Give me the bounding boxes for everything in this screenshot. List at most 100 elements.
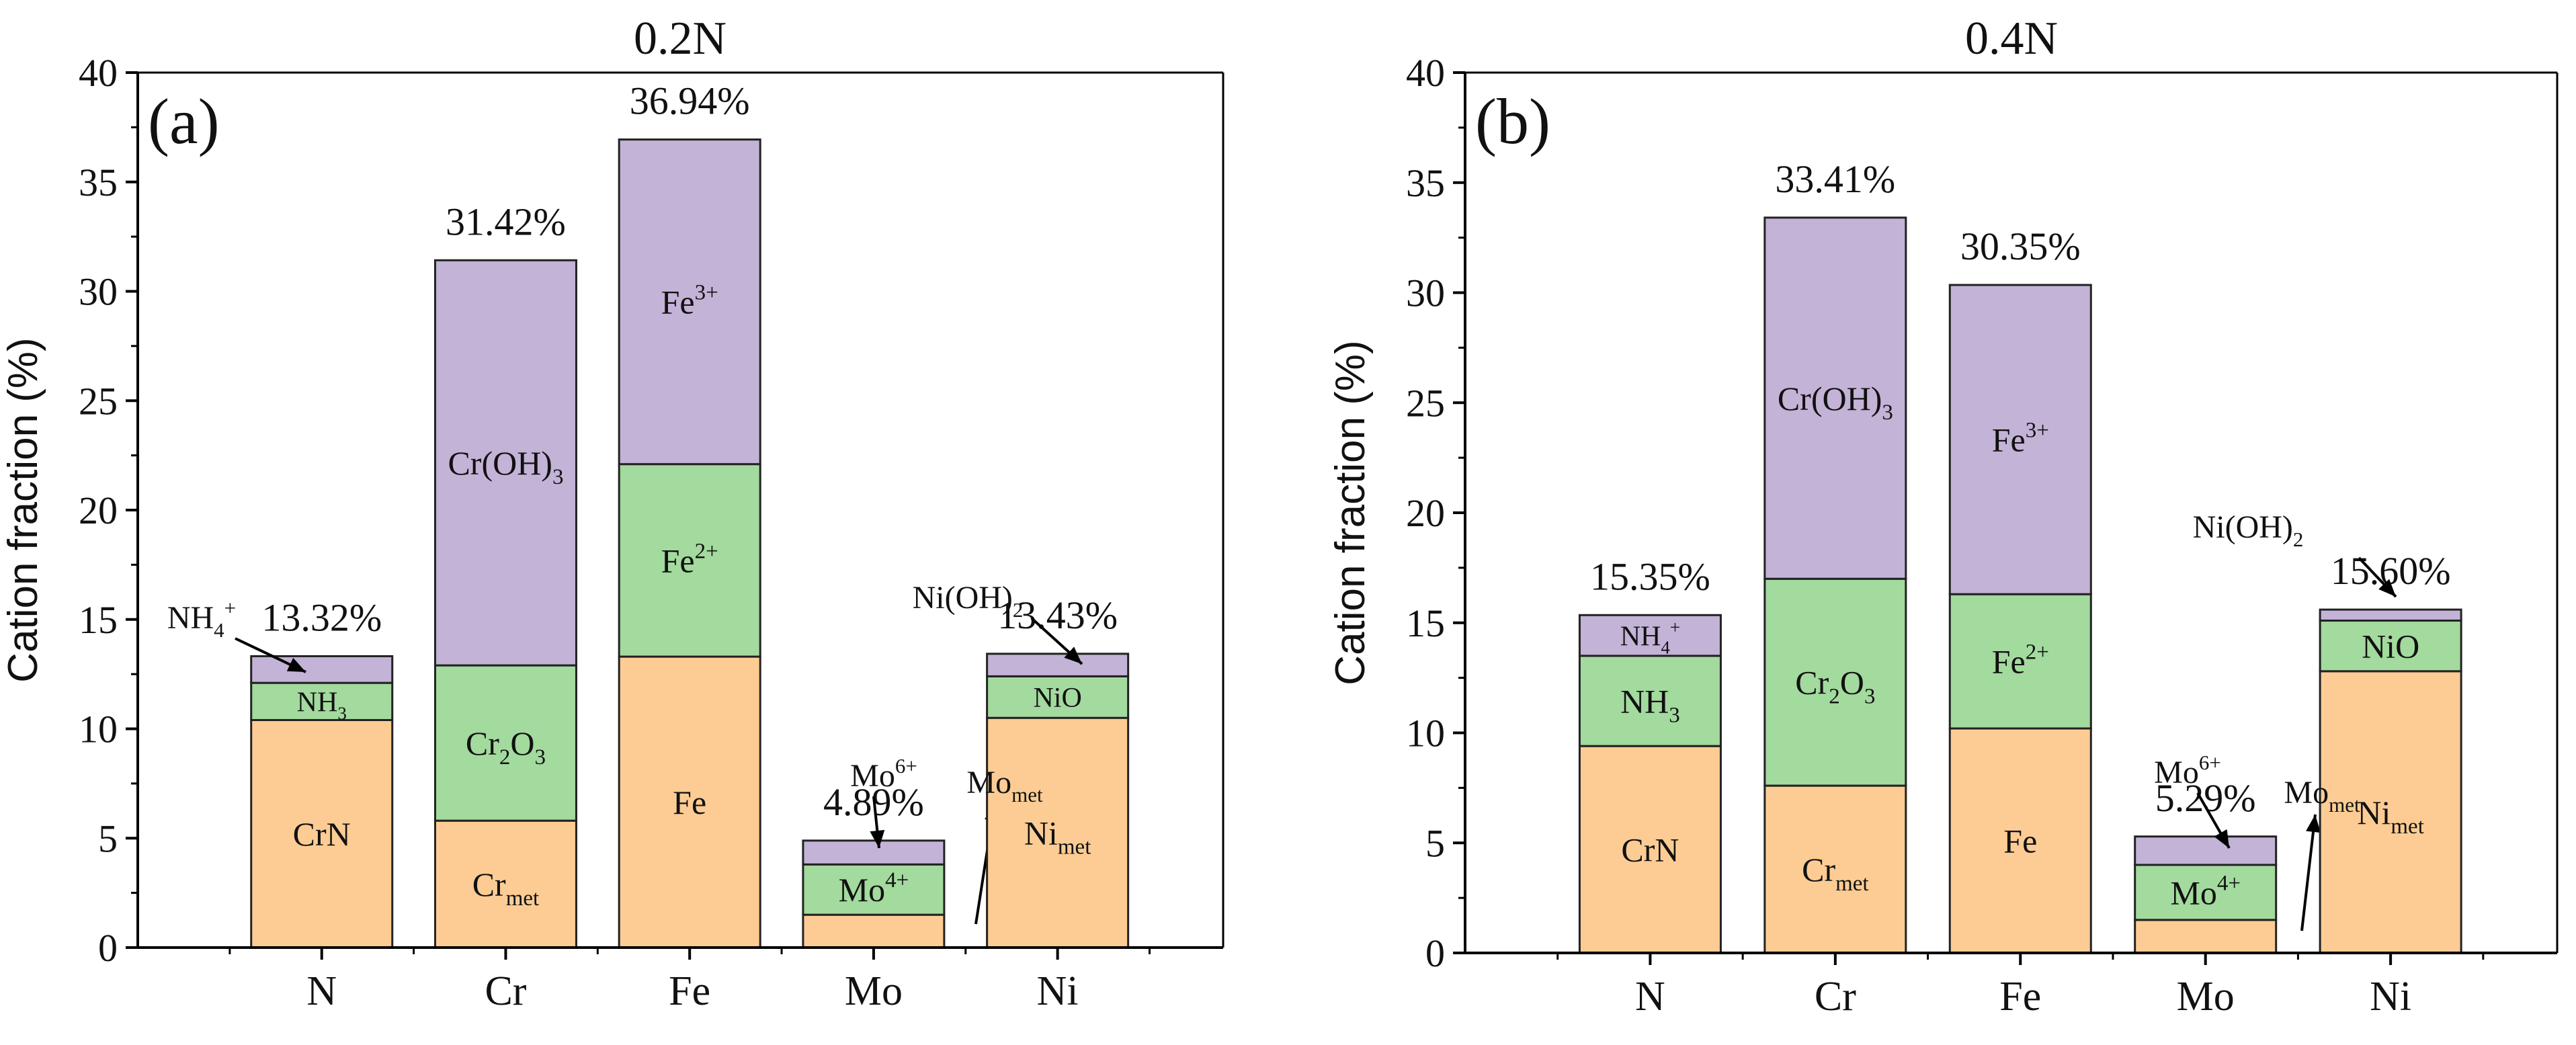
segment-label-fe-2-base: Fe [661, 284, 695, 321]
segment-label-n-0-base: CrN [293, 815, 351, 853]
segment-label-n-0-base: CrN [1621, 831, 1679, 869]
segment-label-fe-1-base: Fe [661, 542, 695, 579]
y-tick-label-4: 20 [79, 489, 118, 532]
y-tick-label-7: 35 [79, 161, 118, 204]
bar-segment-fe-0 [1948, 727, 2092, 954]
callout-arrow-mo-0-head [2214, 829, 2229, 848]
callout-label-mo-1-base: Mo [966, 765, 1011, 800]
segment-label-cr-1-sub2: 3 [535, 745, 546, 769]
y-tick-label-2: 10 [79, 708, 118, 751]
x-tick-label-fe: Fe [669, 968, 710, 1014]
callout-arrow-ni-0 [2358, 556, 2397, 598]
bar-mo [802, 839, 946, 949]
segment-label-ni-0: Nimet [1024, 814, 1091, 860]
segment-label-cr-1-sub: 2 [1829, 685, 1840, 709]
y-tick-label-6: 30 [79, 270, 118, 314]
segment-label-cr-0-sub: met [1835, 872, 1868, 896]
segment-label-cr-2-sub: 3 [552, 465, 564, 489]
bar-segment-mo-0 [2134, 919, 2278, 954]
bar-segment-cr-2 [1763, 216, 1907, 580]
y-tick-label-8: 40 [79, 51, 118, 95]
x-tick-label-mo: Mo [2177, 974, 2235, 1019]
bar-segment-n-2 [1578, 614, 1722, 657]
segment-label-ni-0-base: Ni [2357, 794, 2391, 831]
bar-segment-mo-1 [802, 863, 946, 916]
callout-label-mo-1-sub: met [2329, 793, 2360, 817]
panel-label: (b) [1475, 85, 1550, 157]
segment-label-cr-1: Cr2O3 [1795, 664, 1875, 709]
segment-label-fe-1-sup: 2+ [2026, 640, 2049, 665]
callout-label-mo-1: Momet [2284, 775, 2360, 817]
callout-label-mo-0-sup: 6+ [2199, 751, 2221, 774]
x-tick-label-fe: Fe [1999, 974, 2041, 1019]
callout-label-ni-0: Ni(OH)2 [2193, 509, 2304, 551]
bar-segment-mo-2 [2134, 835, 2278, 866]
callout-label-mo-0: Mo6+ [850, 754, 917, 794]
bar-segment-mo-1 [2134, 864, 2278, 921]
segment-label-n-0: CrN [1621, 831, 1679, 869]
bar-ni [2319, 608, 2462, 954]
callout-label-n-0-sup: + [224, 596, 236, 620]
callout-label-n-0-base: NH [167, 600, 214, 636]
y-tick-label-0: 0 [98, 926, 118, 970]
segment-label-ni-1-base: NiO [1033, 683, 1081, 714]
y-tick-label-2: 10 [1406, 712, 1445, 755]
y-tick-label-1: 5 [1425, 821, 1445, 865]
segment-label-ni-1: NiO [1033, 683, 1081, 714]
bar-cr [433, 259, 577, 949]
segment-label-cr-2-base: Cr(OH) [448, 444, 552, 482]
segment-label-mo-1-base: Mo [839, 871, 885, 909]
bar-segment-cr-1 [433, 664, 577, 822]
segment-label-fe-0-base: Fe [2003, 822, 2037, 860]
callout-label-ni-0: Ni(OH)2 [913, 580, 1024, 622]
x-tick-label-n: N [1635, 974, 1665, 1019]
callout-label-mo-1-base: Mo [2284, 775, 2329, 810]
segment-label-mo-1-sup: 4+ [885, 868, 909, 892]
x-tick-label-cr: Cr [485, 968, 526, 1014]
segment-label-fe-1-sup: 2+ [695, 539, 718, 563]
segment-label-cr-0: Crmet [1802, 851, 1868, 896]
callout-label-ni-0-base: Ni(OH) [913, 580, 1013, 616]
callout-label-mo-0-base: Mo [850, 758, 895, 794]
callout-label-n-0: NH4+ [167, 596, 236, 642]
panel-a: 0.2N Cation fraction (%) 13.32% 31.42% 36.94… [0, 13, 1224, 1014]
segment-label-ni-1: NiO [2362, 628, 2419, 665]
callout-arrow-n-0 [235, 637, 306, 673]
segment-label-fe-0: Fe [2003, 822, 2037, 860]
segment-label-n-1-sub: 3 [337, 704, 347, 724]
callout-arrow-ni-0-head [1064, 646, 1082, 664]
y-tick-label-0: 0 [1425, 931, 1445, 975]
callout-label-ni-0-base: Ni(OH) [2193, 509, 2293, 545]
x-tick-label-ni: Ni [2370, 974, 2411, 1019]
y-tick-label-5: 25 [79, 379, 118, 423]
segment-label-cr-0-base: Cr [472, 866, 506, 903]
callout-label-mo-0: Mo6+ [2154, 751, 2221, 790]
segment-label-n-2-sup: + [1670, 617, 1680, 637]
callout-label-mo-1: Momet [966, 765, 1043, 806]
segment-label-fe-1: Fe2+ [1992, 640, 2049, 681]
panel-b: 0.4N Cation fraction (%) 15.35% 33.41% 30.35… [1327, 13, 2559, 1019]
bar-segment-ni-0 [2319, 670, 2462, 954]
total-label-n: 13.32% [261, 595, 382, 639]
callout-arrow-mo-1-head [2306, 814, 2321, 833]
bar-mo [2134, 835, 2278, 954]
segment-label-cr-1-base2: O [510, 724, 534, 762]
segment-label-fe-1-base: Fe [1992, 643, 2026, 681]
y-tick-label-8: 40 [1406, 51, 1445, 95]
segment-label-mo-1-sup: 4+ [2217, 871, 2241, 895]
total-label-ni: 13.43% [997, 593, 1118, 637]
segment-label-n-2-sub: 4 [1661, 637, 1670, 657]
chart-title: 0.4N [1965, 13, 2058, 65]
segment-label-mo-1: Mo4+ [839, 868, 909, 909]
y-tick-label-6: 30 [1406, 271, 1445, 315]
callout-arrow-mo-1-line [2300, 814, 2317, 931]
bar-fe [1948, 284, 2092, 954]
panel-label: (a) [148, 85, 220, 157]
segment-label-n-2: NH4+ [1620, 617, 1680, 657]
bar-segment-ni-2 [2319, 608, 2462, 622]
y-tick-label-4: 20 [1406, 491, 1445, 535]
segment-label-fe-1: Fe2+ [661, 539, 718, 579]
segment-label-cr-1-base2: O [1840, 664, 1864, 702]
total-label-n: 15.35% [1590, 554, 1710, 598]
